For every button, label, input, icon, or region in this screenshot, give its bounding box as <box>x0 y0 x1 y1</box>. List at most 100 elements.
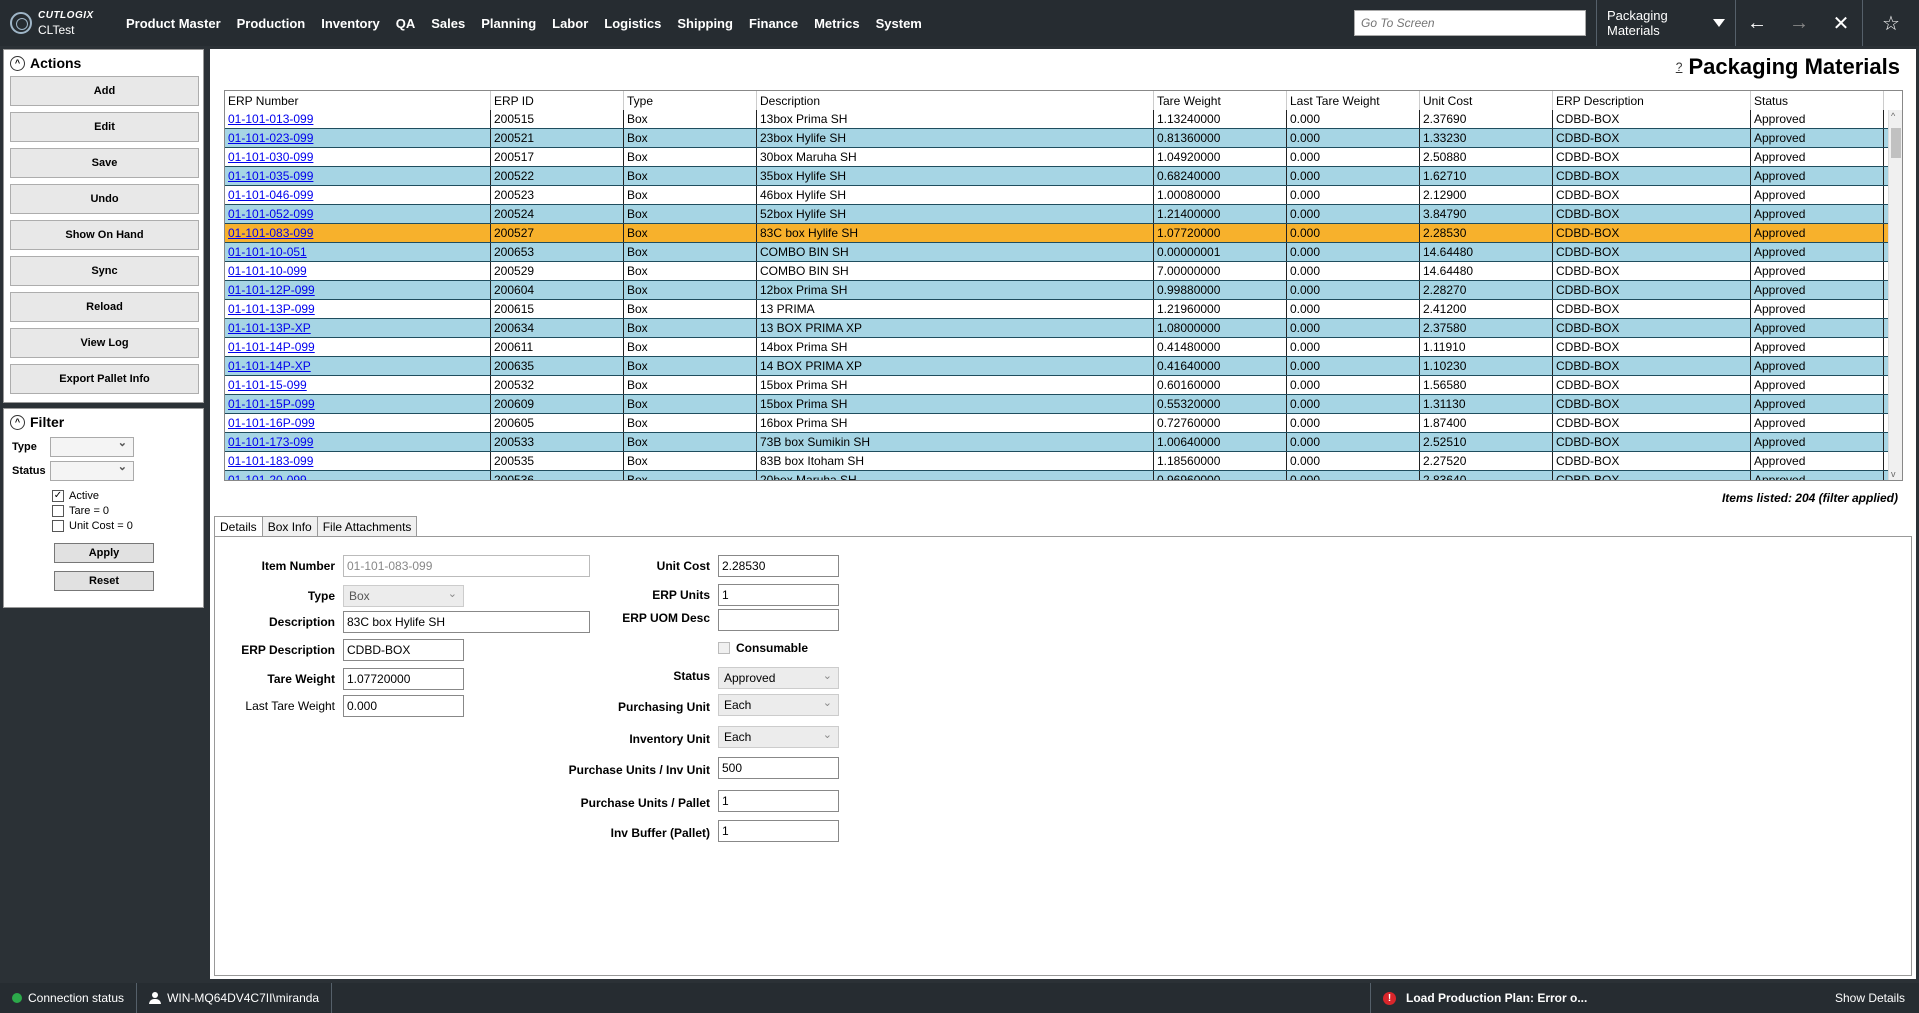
status-select[interactable]: Approved <box>718 667 839 689</box>
column-header-unit-cost[interactable]: Unit Cost <box>1420 91 1553 110</box>
table-row[interactable]: 01-101-173-099 200533 Box 73B box Sumikin S… <box>225 433 1902 452</box>
add-button[interactable]: Add <box>10 76 199 106</box>
table-cell[interactable]: 01-101-12P-099 <box>225 281 491 299</box>
table-row[interactable]: 01-101-035-099 200522 Box 35box Hylife SH 0.… <box>225 167 1902 186</box>
sync-button[interactable]: Sync <box>10 256 199 286</box>
unit-cost-field[interactable]: 2.28530 <box>718 555 839 577</box>
tab-box-info[interactable]: Box Info <box>261 516 318 536</box>
collapse-up-icon[interactable]: ^ <box>10 414 25 430</box>
table-row[interactable]: 01-101-046-099 200523 Box 46box Hylife SH 1.… <box>225 186 1902 205</box>
erp-units-field[interactable]: 1 <box>718 584 839 606</box>
purchase-units-inv-unit-field[interactable]: 500 <box>718 757 839 779</box>
table-row[interactable]: 01-101-10-099 200529 Box COMBO BIN SH 7.0000… <box>225 262 1902 281</box>
menu-item-production[interactable]: Production <box>236 15 306 31</box>
table-row[interactable]: 01-101-023-099 200521 Box 23box Hylife SH 0.… <box>225 129 1902 148</box>
erp-number-link[interactable]: 01-101-083-099 <box>228 226 314 240</box>
filter-check-row[interactable]: Unit Cost = 0 <box>4 518 203 533</box>
table-row[interactable]: 01-101-15-099 200532 Box 15box Prima SH 0.60… <box>225 376 1902 395</box>
error-notification[interactable]: ! Load Production Plan: Error o... <box>1370 983 1587 1013</box>
vertical-scrollbar[interactable]: ^ v <box>1888 110 1902 480</box>
description-field[interactable]: 83C box Hylife SH <box>343 611 590 633</box>
connection-status[interactable]: Connection status <box>0 983 138 1013</box>
column-header-erp-id[interactable]: ERP ID <box>491 91 624 110</box>
table-row[interactable]: 01-101-16P-099 200605 Box 16box Prima SH 0.7… <box>225 414 1902 433</box>
table-cell[interactable]: 01-101-13P-XP <box>225 319 491 337</box>
table-cell[interactable]: 01-101-030-099 <box>225 148 491 166</box>
column-header-erp-description[interactable]: ERP Description <box>1553 91 1751 110</box>
filter-check-row[interactable]: ✓ Active <box>4 488 203 503</box>
filter-check-row[interactable]: Tare = 0 <box>4 503 203 518</box>
favorite-star-icon[interactable]: ☆ <box>1862 0 1919 46</box>
purchase-units-pallet-field[interactable]: 1 <box>718 790 839 812</box>
scroll-up-icon[interactable]: ^ <box>1891 111 1896 121</box>
menu-item-metrics[interactable]: Metrics <box>814 15 860 31</box>
actions-header[interactable]: ^ Actions <box>4 50 203 76</box>
table-cell[interactable]: 01-101-13P-099 <box>225 300 491 318</box>
menu-item-sales[interactable]: Sales <box>431 15 466 31</box>
save-button[interactable]: Save <box>10 148 199 178</box>
status-filter-select[interactable] <box>50 460 134 481</box>
table-cell[interactable]: 01-101-013-099 <box>225 110 491 128</box>
erp-number-link[interactable]: 01-101-035-099 <box>228 169 314 183</box>
close-icon[interactable]: ✕ <box>1832 12 1850 35</box>
table-row[interactable]: 01-101-183-099 200535 Box 83B box Itoham SH… <box>225 452 1902 471</box>
erp-number-link[interactable]: 01-101-16P-099 <box>228 416 315 430</box>
erp-number-link[interactable]: 01-101-013-099 <box>228 112 314 126</box>
column-header-last-tare-weight[interactable]: Last Tare Weight <box>1287 91 1420 110</box>
tab-file-attachments[interactable]: File Attachments <box>316 516 418 536</box>
table-cell[interactable]: 01-101-14P-XP <box>225 357 491 375</box>
erp-number-link[interactable]: 01-101-14P-XP <box>228 359 311 373</box>
table-cell[interactable]: 01-101-15-099 <box>225 376 491 394</box>
type-filter-select[interactable] <box>50 436 134 457</box>
column-header-erp-number[interactable]: ERP Number <box>225 91 491 110</box>
last-tare-weight-field[interactable]: 0.000 <box>343 695 464 717</box>
menu-item-finance[interactable]: Finance <box>748 15 799 31</box>
menu-item-qa[interactable]: QA <box>395 15 416 31</box>
tare-weight-field[interactable]: 1.07720000 <box>343 668 464 690</box>
table-row[interactable]: 01-101-13P-099 200615 Box 13 PRIMA 1.2196000… <box>225 300 1902 319</box>
app-logo[interactable]: CUTLOGIX CLTest <box>0 0 118 46</box>
table-cell[interactable]: 01-101-052-099 <box>225 205 491 223</box>
table-cell[interactable]: 01-101-20-099 <box>225 471 491 481</box>
column-header-status[interactable]: Status <box>1751 91 1884 110</box>
help-icon[interactable]: ? <box>1675 60 1683 74</box>
forward-arrow-icon[interactable]: → <box>1789 11 1809 34</box>
scroll-down-icon[interactable]: v <box>1891 469 1896 479</box>
menu-item-logistics[interactable]: Logistics <box>604 15 662 31</box>
apply-filter-button[interactable]: Apply <box>54 543 154 563</box>
filter-checkbox[interactable] <box>52 519 64 532</box>
erp-description-field[interactable]: CDBD-BOX <box>343 639 464 661</box>
back-arrow-icon[interactable]: ← <box>1747 11 1767 34</box>
menu-item-labor[interactable]: Labor <box>552 15 589 31</box>
erp-number-link[interactable]: 01-101-13P-XP <box>228 321 311 335</box>
table-cell[interactable]: 01-101-10-051 <box>225 243 491 261</box>
screen-select[interactable]: Packaging Materials <box>1597 0 1735 46</box>
user-info[interactable]: WIN-MQ64DV4C7II\miranda <box>137 983 333 1013</box>
undo-button[interactable]: Undo <box>10 184 199 214</box>
erp-number-link[interactable]: 01-101-12P-099 <box>228 283 315 297</box>
erp-number-link[interactable]: 01-101-030-099 <box>228 150 314 164</box>
column-header-description[interactable]: Description <box>757 91 1154 110</box>
table-row[interactable]: 01-101-013-099 200515 Box 13box Prima SH 1.1… <box>225 110 1902 129</box>
erp-number-link[interactable]: 01-101-13P-099 <box>228 302 315 316</box>
table-row[interactable]: 01-101-030-099 200517 Box 30box Maruha SH 1.… <box>225 148 1902 167</box>
edit-button[interactable]: Edit <box>10 112 199 142</box>
column-header-tare-weight[interactable]: Tare Weight <box>1154 91 1287 110</box>
table-cell[interactable]: 01-101-046-099 <box>225 186 491 204</box>
menu-item-shipping[interactable]: Shipping <box>677 15 733 31</box>
erp-number-link[interactable]: 01-101-14P-099 <box>228 340 315 354</box>
table-row[interactable]: 01-101-083-099 200527 Box 83C box Hylife SH… <box>225 224 1902 243</box>
erp-number-link[interactable]: 01-101-20-099 <box>228 473 307 481</box>
erp-number-link[interactable]: 01-101-15P-099 <box>228 397 315 411</box>
purchasing-unit-select[interactable]: Each <box>718 694 839 716</box>
table-row[interactable]: 01-101-052-099 200524 Box 52box Hylife SH 1.… <box>225 205 1902 224</box>
menu-item-planning[interactable]: Planning <box>481 15 537 31</box>
table-cell[interactable]: 01-101-14P-099 <box>225 338 491 356</box>
table-row[interactable]: 01-101-13P-XP 200634 Box 13 BOX PRIMA XP 1.0… <box>225 319 1902 338</box>
filter-checkbox[interactable] <box>52 504 64 517</box>
menu-item-system[interactable]: System <box>875 15 922 31</box>
menu-item-inventory[interactable]: Inventory <box>321 15 380 31</box>
goto-screen-input[interactable] <box>1354 10 1586 36</box>
tab-details[interactable]: Details <box>214 516 263 537</box>
erp-uom-desc-field[interactable] <box>718 609 839 631</box>
